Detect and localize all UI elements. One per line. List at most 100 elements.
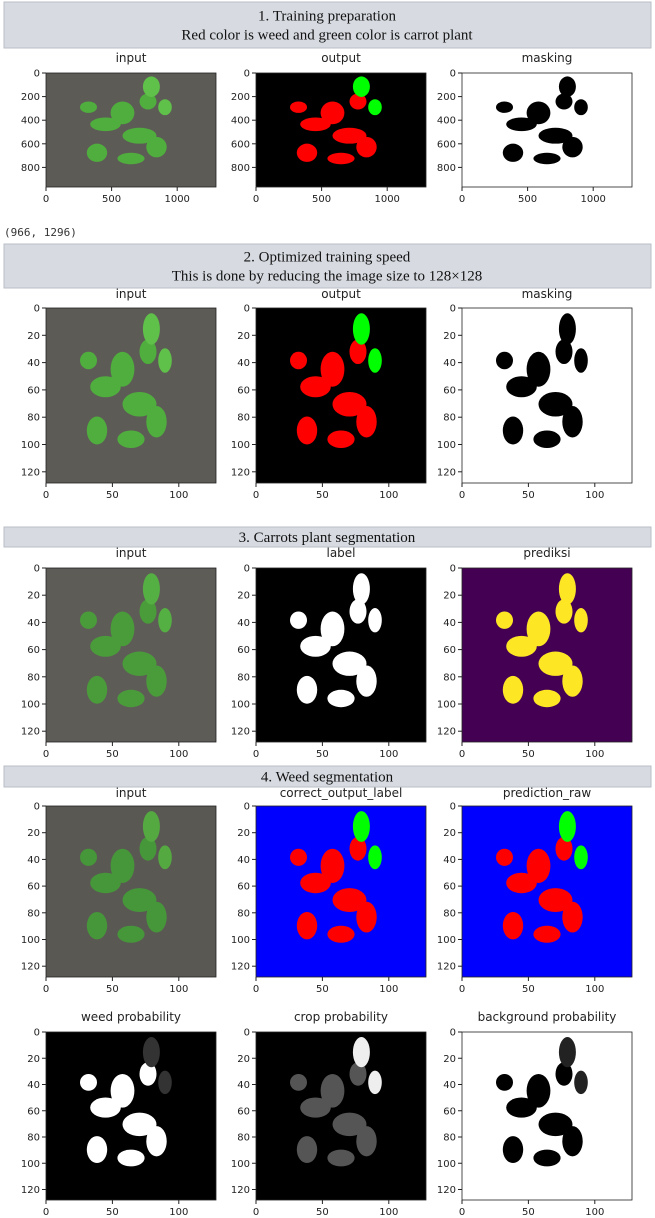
y-tick-label: 120 <box>231 1185 250 1196</box>
x-tick-label: 100 <box>169 490 188 501</box>
y-tick-label: 60 <box>237 1106 250 1117</box>
crop-blob <box>559 573 576 604</box>
plant-blob <box>290 1074 307 1091</box>
y-tick-label: 60 <box>237 882 250 893</box>
y-tick-label: 40 <box>27 855 40 866</box>
y-tick-label: 20 <box>443 828 456 839</box>
y-tick-label: 60 <box>237 385 250 396</box>
x-tick-label: 0 <box>43 749 49 760</box>
y-tick-label: 80 <box>237 1133 250 1144</box>
plant-blob <box>527 612 551 647</box>
plant-blob <box>146 665 166 696</box>
y-tick-label: 80 <box>443 908 456 919</box>
plant-blob <box>562 406 582 438</box>
x-tick-label: 500 <box>312 194 331 205</box>
crop-blob <box>368 608 382 632</box>
y-tick-label: 100 <box>231 935 250 946</box>
y-tick-label: 60 <box>237 645 250 656</box>
y-tick-label: 0 <box>244 564 250 575</box>
y-tick-label: 20 <box>237 331 250 342</box>
y-tick-label: 0 <box>450 304 456 315</box>
x-tick-label: 50 <box>522 749 535 760</box>
plant-blob <box>80 102 97 113</box>
plant-blob <box>321 849 345 883</box>
x-tick-label: 500 <box>102 194 121 205</box>
plant-blob <box>327 431 354 449</box>
plant-blob <box>321 612 345 647</box>
y-tick-label: 100 <box>21 1159 40 1170</box>
panel-title: weed probability <box>81 1010 181 1024</box>
y-tick-label: 40 <box>443 358 456 369</box>
y-tick-label: 120 <box>437 962 456 973</box>
x-tick-label: 50 <box>522 490 535 501</box>
y-tick-label: 40 <box>237 618 250 629</box>
plant-blob <box>297 144 317 162</box>
y-tick-label: 60 <box>27 1106 40 1117</box>
x-tick-label: 100 <box>169 984 188 995</box>
x-tick-label: 0 <box>43 984 49 995</box>
crop-blob <box>143 1037 160 1067</box>
y-tick-label: 0 <box>34 564 40 575</box>
plant-blob <box>356 137 376 158</box>
plant-blob <box>496 352 513 370</box>
x-tick-label: 50 <box>522 1207 535 1218</box>
y-tick-label: 100 <box>437 1159 456 1170</box>
x-tick-label: 50 <box>106 749 119 760</box>
y-tick-label: 100 <box>21 440 40 451</box>
x-tick-label: 0 <box>253 749 259 760</box>
crop-blob <box>143 811 160 842</box>
plant-blob <box>80 352 97 370</box>
y-tick-label: 40 <box>443 855 456 866</box>
y-tick-label: 600 <box>231 139 250 150</box>
crop-blob <box>368 1071 382 1095</box>
y-tick-label: 40 <box>27 618 40 629</box>
image <box>256 1032 426 1200</box>
crop-blob <box>574 845 588 869</box>
plant-blob <box>533 926 560 943</box>
y-tick-label: 20 <box>237 1054 250 1065</box>
y-tick-label: 400 <box>21 116 40 127</box>
plant-blob <box>356 665 376 696</box>
image <box>462 308 632 483</box>
y-tick-label: 0 <box>450 69 456 80</box>
y-tick-label: 80 <box>443 1133 456 1144</box>
y-tick-label: 20 <box>27 828 40 839</box>
plant-blob <box>562 1126 582 1156</box>
x-tick-label: 0 <box>459 194 465 205</box>
y-tick-label: 0 <box>244 304 250 315</box>
y-tick-label: 60 <box>443 882 456 893</box>
y-tick-label: 0 <box>450 1028 456 1039</box>
crop-blob <box>559 1037 576 1067</box>
y-tick-label: 0 <box>244 802 250 813</box>
crop-blob <box>158 608 172 632</box>
x-tick-label: 100 <box>585 1207 604 1218</box>
y-tick-label: 0 <box>34 802 40 813</box>
x-tick-label: 0 <box>459 490 465 501</box>
image <box>256 308 426 483</box>
plant-blob <box>533 1150 560 1167</box>
plant-blob <box>356 406 376 438</box>
plant-blob <box>327 690 354 707</box>
y-tick-label: 40 <box>27 1080 40 1091</box>
y-tick-label: 80 <box>27 1133 40 1144</box>
y-tick-label: 0 <box>34 1028 40 1039</box>
x-tick-label: 100 <box>379 984 398 995</box>
plant-blob <box>527 849 551 883</box>
y-tick-label: 40 <box>237 855 250 866</box>
y-tick-label: 60 <box>27 385 40 396</box>
y-tick-label: 60 <box>27 645 40 656</box>
image <box>462 1032 632 1200</box>
plant-blob <box>117 431 144 449</box>
y-tick-label: 20 <box>27 331 40 342</box>
plant-blob <box>562 137 582 158</box>
crop-blob <box>353 313 370 345</box>
plant-blob <box>327 1150 354 1167</box>
x-tick-label: 50 <box>316 1207 329 1218</box>
crop-blob <box>143 76 160 97</box>
plant-blob <box>321 352 345 387</box>
y-tick-label: 60 <box>443 1106 456 1117</box>
y-tick-label: 40 <box>27 358 40 369</box>
crop-blob <box>353 1037 370 1067</box>
plant-blob <box>146 137 166 158</box>
x-tick-label: 0 <box>253 1207 259 1218</box>
